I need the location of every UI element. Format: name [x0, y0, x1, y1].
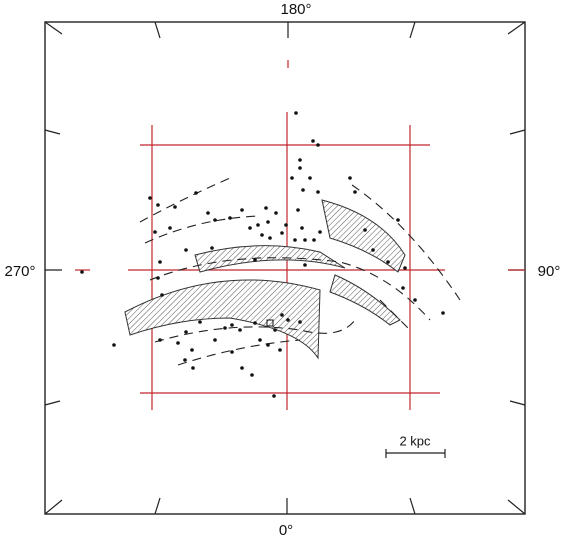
- object-dot: [206, 211, 210, 215]
- object-dot: [280, 231, 284, 235]
- object-dot: [258, 338, 262, 342]
- object-dot: [240, 208, 244, 212]
- spiral-arms: [124, 199, 406, 360]
- object-dot: [371, 248, 375, 252]
- object-dot: [290, 176, 294, 180]
- label-right: 90°: [538, 263, 561, 280]
- object-dot: [184, 330, 188, 334]
- object-dot: [194, 191, 198, 195]
- frame: [44, 21, 526, 515]
- object-dot: [168, 226, 172, 230]
- object-dot: [158, 338, 162, 342]
- object-dot: [250, 373, 254, 377]
- object-dot: [272, 394, 276, 398]
- object-dot: [363, 228, 367, 232]
- object-dot: [253, 321, 257, 325]
- object-dot: [318, 230, 322, 234]
- object-dot: [403, 266, 407, 270]
- object-dot: [266, 343, 270, 347]
- object-dot: [230, 323, 234, 327]
- object-dot: [274, 211, 278, 215]
- object-dot: [294, 111, 298, 115]
- object-dot: [253, 258, 257, 262]
- object-dot: [273, 328, 277, 332]
- object-dot: [286, 318, 290, 322]
- object-dot: [248, 226, 252, 230]
- object-dot: [264, 206, 268, 210]
- object-dot: [160, 293, 164, 297]
- object-dot: [396, 218, 400, 222]
- frame-ticks: [44, 21, 526, 515]
- object-dot: [441, 311, 445, 315]
- object-dot: [303, 263, 307, 267]
- object-dot: [184, 248, 188, 252]
- object-dot: [198, 320, 202, 324]
- object-dot: [316, 190, 320, 194]
- arm-outlines: [139, 177, 461, 366]
- object-dot: [228, 216, 232, 220]
- objects: [80, 111, 445, 398]
- object-dot: [176, 341, 180, 345]
- object-dot: [173, 205, 177, 209]
- scale-bar: [385, 449, 446, 458]
- object-dot: [278, 348, 282, 352]
- object-dot: [156, 276, 160, 280]
- object-dot: [308, 176, 312, 180]
- object-dot: [213, 338, 217, 342]
- object-dot: [353, 190, 357, 194]
- object-dot: [256, 223, 260, 227]
- object-dot: [153, 230, 157, 234]
- object-dot: [223, 326, 227, 330]
- scale-label: 2 kpc: [399, 433, 431, 448]
- object-dot: [348, 176, 352, 180]
- object-dot: [401, 286, 405, 290]
- object-dot: [210, 246, 214, 250]
- object-dot: [298, 158, 302, 162]
- object-dot: [183, 358, 187, 362]
- object-dot: [284, 223, 288, 227]
- label-bottom: 0°: [279, 522, 293, 539]
- object-dot: [311, 139, 315, 143]
- object-dot: [300, 226, 304, 230]
- object-dot: [260, 233, 264, 237]
- object-dot: [298, 166, 302, 170]
- object-dot: [303, 238, 307, 242]
- object-dot: [298, 320, 302, 324]
- object-dot: [213, 218, 217, 222]
- object-dot: [413, 298, 417, 302]
- object-dot: [230, 350, 234, 354]
- object-dot: [386, 260, 390, 264]
- object-dot: [191, 366, 195, 370]
- object-dot: [312, 238, 316, 242]
- object-dot: [112, 343, 116, 347]
- object-dot: [240, 366, 244, 370]
- object-dot: [280, 313, 284, 317]
- object-dot: [296, 208, 300, 212]
- label-top: 180°: [280, 1, 311, 18]
- red-grid: [75, 60, 525, 410]
- object-dot: [158, 260, 162, 264]
- object-dot: [293, 238, 297, 242]
- label-left: 270°: [4, 263, 35, 280]
- object-dot: [316, 143, 320, 147]
- object-dot: [156, 203, 160, 207]
- object-dot: [301, 188, 305, 192]
- sun-marker: [266, 319, 274, 327]
- object-dot: [148, 196, 152, 200]
- object-dot: [268, 236, 272, 240]
- object-dot: [190, 348, 194, 352]
- object-dot: [80, 270, 84, 274]
- object-dot: [266, 220, 270, 224]
- object-dot: [238, 328, 242, 332]
